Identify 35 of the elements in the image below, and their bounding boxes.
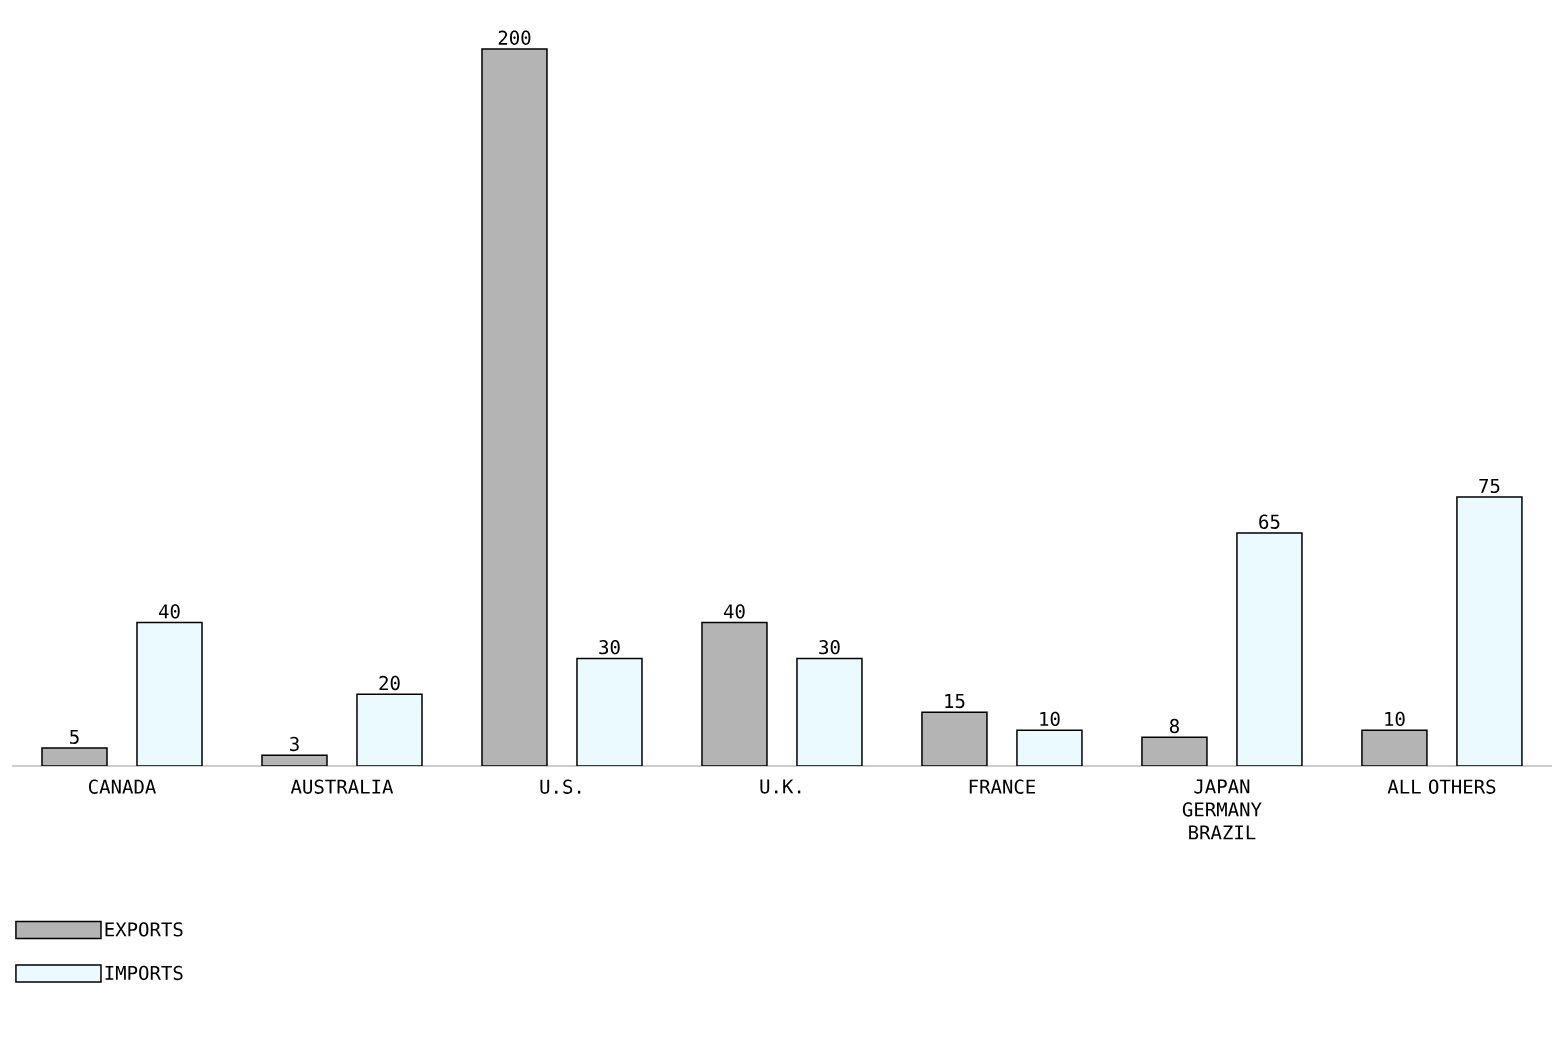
x-tick-label: FRANCE xyxy=(969,779,1036,794)
bar xyxy=(481,48,548,766)
data-label: 30 xyxy=(819,640,840,655)
bar xyxy=(1016,729,1083,766)
legend-label: IMPORTS xyxy=(105,965,183,981)
x-tick-label: AUSTRALIA xyxy=(290,779,394,794)
x-tick-label: JAPAN GERMANY BRAZIL xyxy=(1182,779,1262,840)
data-label: 30 xyxy=(599,640,620,655)
data-label: 40 xyxy=(159,604,180,619)
bar xyxy=(1456,496,1523,766)
data-label: 10 xyxy=(1040,711,1060,727)
bar xyxy=(1236,532,1303,766)
bar xyxy=(1361,729,1428,766)
data-label: 8 xyxy=(1169,718,1179,734)
data-label: 10 xyxy=(1385,711,1405,727)
legend-label: EXPORTS xyxy=(105,922,183,937)
bar xyxy=(796,657,863,766)
bar xyxy=(921,711,988,766)
data-label: 5 xyxy=(70,729,79,744)
data-label: 75 xyxy=(1479,478,1500,494)
bar xyxy=(136,621,203,766)
bar xyxy=(701,621,768,766)
x-tick-label: ALL OTHERS xyxy=(1387,779,1496,794)
data-label: 200 xyxy=(498,30,531,45)
data-label: 3 xyxy=(290,736,299,752)
bar xyxy=(576,657,643,766)
data-label: 65 xyxy=(1259,514,1280,529)
x-tick-label: U.S. xyxy=(540,779,581,794)
data-label: 15 xyxy=(945,694,965,709)
bar xyxy=(356,693,423,766)
x-tick-label: U.K. xyxy=(760,779,801,794)
x-tick-label: CANADA xyxy=(88,779,156,794)
data-label: 20 xyxy=(379,675,400,691)
data-label: 40 xyxy=(723,604,745,619)
bar xyxy=(1141,736,1208,766)
